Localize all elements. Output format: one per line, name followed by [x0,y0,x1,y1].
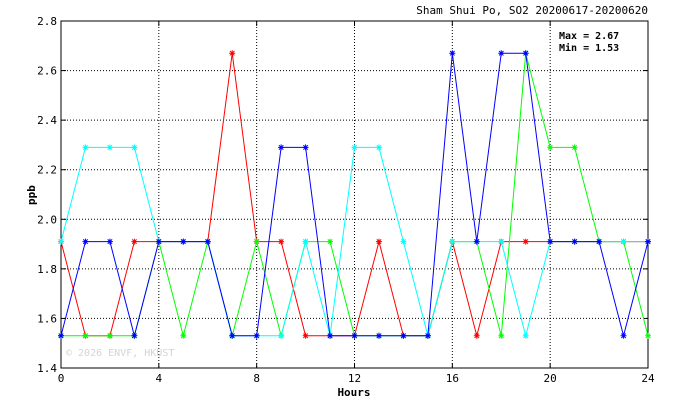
data-point-marker [229,50,236,57]
data-point-marker [82,238,89,245]
x-tick-label: 8 [253,372,260,385]
watermark: © 2026 ENVF, HKUST [66,348,174,359]
data-point-marker [131,238,138,245]
data-point-marker [400,238,407,245]
data-point-marker [253,332,260,339]
y-tick-label: 2.0 [37,213,57,226]
data-point-marker [571,144,578,151]
data-point-marker [82,144,89,151]
data-point-marker [106,238,113,245]
chart-title: Sham Shui Po, SO2 20200617-20200620 [416,4,648,17]
data-point-marker [58,238,64,245]
data-point-marker [106,144,113,151]
data-point-marker [131,332,138,339]
y-tick-label: 2.8 [37,15,57,28]
y-tick-label: 2.2 [37,164,57,177]
data-point-marker [375,144,382,151]
data-point-marker [449,238,456,245]
data-point-marker [522,332,529,339]
data-point-marker [106,332,113,339]
data-point-marker [229,332,236,339]
data-point-marker [449,50,456,57]
data-point-marker [302,332,309,339]
stat-min: Min = 1.53 [559,42,619,54]
x-axis-title: Hours [337,386,370,399]
data-point-marker [522,238,529,245]
data-point-marker [278,238,285,245]
data-point-marker [522,50,529,57]
data-point-marker [204,238,211,245]
x-tick-label: 12 [348,372,361,385]
data-point-marker [645,332,651,339]
data-point-marker [498,332,505,339]
data-point-marker [351,144,358,151]
data-point-marker [620,238,627,245]
y-tick-label: 1.4 [37,362,57,375]
y-tick-label: 1.8 [37,263,57,276]
data-point-marker [155,238,162,245]
data-point-marker [400,332,407,339]
data-point-marker [547,144,554,151]
data-point-marker [424,332,431,339]
series-line [61,53,649,338]
y-axis-title: ppb [25,185,38,205]
x-tick-label: 16 [446,372,459,385]
series-4 [58,50,651,339]
data-point-marker [58,332,64,339]
data-point-marker [82,332,89,339]
y-tick-label: 1.6 [37,312,57,325]
y-tick-label: 2.6 [37,65,57,78]
data-point-marker [596,238,603,245]
data-point-marker [278,144,285,151]
data-point-marker [327,238,334,245]
data-point-marker [375,332,382,339]
data-point-marker [620,332,627,339]
x-tick-label: 4 [156,372,163,385]
data-point-marker [375,238,382,245]
stat-max: Max = 2.67 [559,31,619,42]
data-point-marker [302,238,309,245]
data-point-marker [645,238,651,245]
data-point-marker [473,332,480,339]
data-point-marker [498,50,505,57]
data-point-marker [498,238,505,245]
data-point-marker [253,238,260,245]
data-point-marker [302,144,309,151]
series-line [60,53,648,338]
data-point-marker [473,238,480,245]
x-tick-label: 0 [58,372,65,385]
x-tick-label: 24 [641,372,655,385]
series-group [58,50,651,339]
series-line [60,52,649,338]
data-point-marker [180,238,187,245]
data-point-marker [547,238,554,245]
x-tick-label: 20 [544,372,557,385]
data-point-marker [351,332,358,339]
data-point-marker [327,332,334,339]
data-point-marker [131,144,138,151]
data-point-marker [571,238,578,245]
grid-lines [61,21,648,368]
data-point-marker [278,332,285,339]
axis-ticks: 0 4 8 12 16 20 24 1.4 1.6 1.8 2.0 2.2 2.4 2.6 2.8 [37,15,655,385]
y-tick-label: 2.4 [37,114,57,127]
data-point-marker [180,332,187,339]
